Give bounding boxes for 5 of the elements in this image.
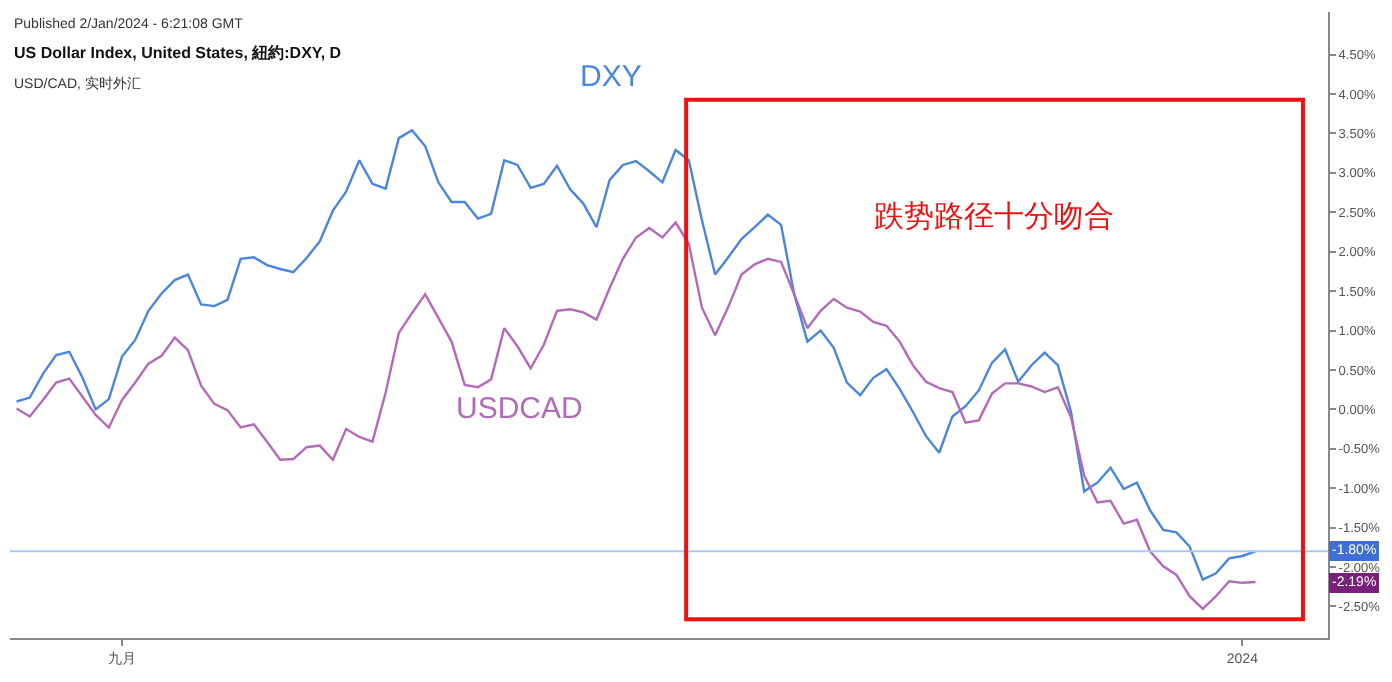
- text: DXY: [580, 60, 642, 94]
- series-label: USDCAD: [456, 392, 584, 426]
- annotation: 跌势路径十分吻合: [874, 198, 1114, 234]
- text: US Dollar Index, United States, 紐約:DXY, D: [14, 44, 342, 62]
- line-series: [15, 129, 1257, 581]
